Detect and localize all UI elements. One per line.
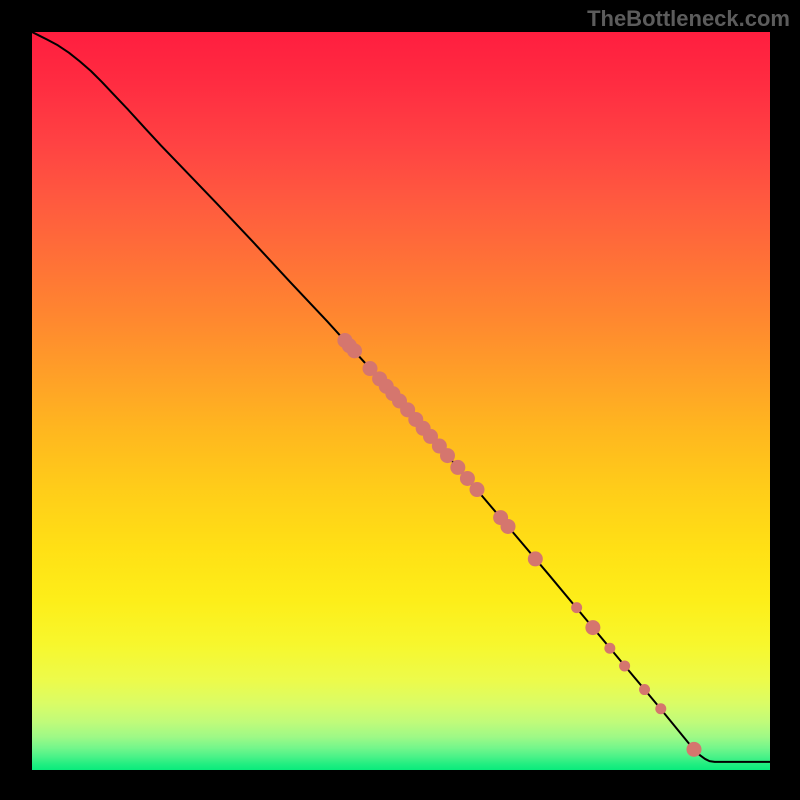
watermark: TheBottleneck.com (587, 6, 790, 32)
gradient-background (32, 32, 770, 770)
chart-container: TheBottleneck.com (0, 0, 800, 800)
plot-area (32, 32, 770, 770)
